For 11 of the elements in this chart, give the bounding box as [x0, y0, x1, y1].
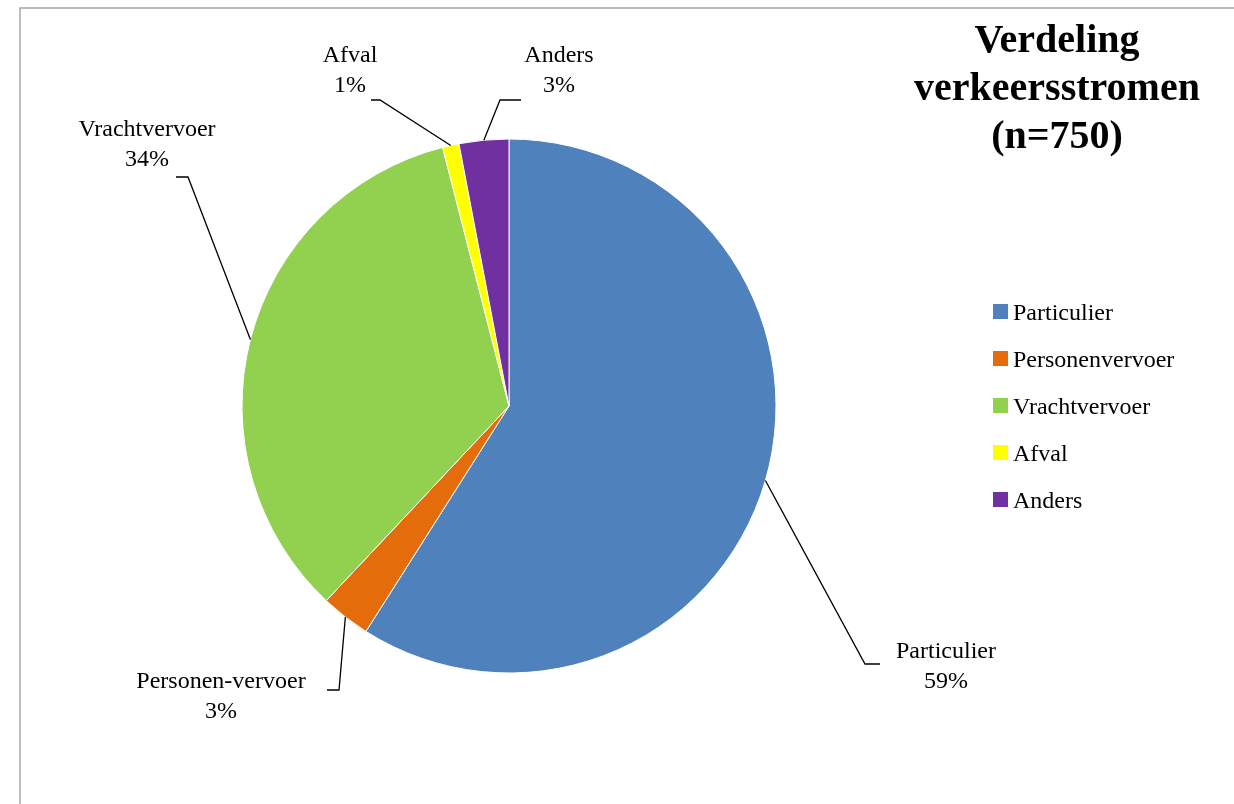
legend-label: Afval	[1013, 440, 1068, 466]
data-label: Vrachtvervoer 34%	[78, 115, 216, 171]
legend-label: Personenvervoer	[1013, 346, 1175, 372]
data-label: Particulier 59%	[896, 637, 996, 693]
legend-label: Anders	[1013, 487, 1083, 513]
data-label: Anders 3%	[524, 41, 594, 97]
data-label: Personen-vervoer 3%	[136, 667, 306, 723]
legend-label: Particulier	[1013, 299, 1113, 325]
legend-label: Vrachtvervoer	[1013, 393, 1151, 419]
data-label: Afval 1%	[322, 41, 378, 97]
text: Verdeling verkeersstromen (n=750)	[914, 16, 1200, 157]
